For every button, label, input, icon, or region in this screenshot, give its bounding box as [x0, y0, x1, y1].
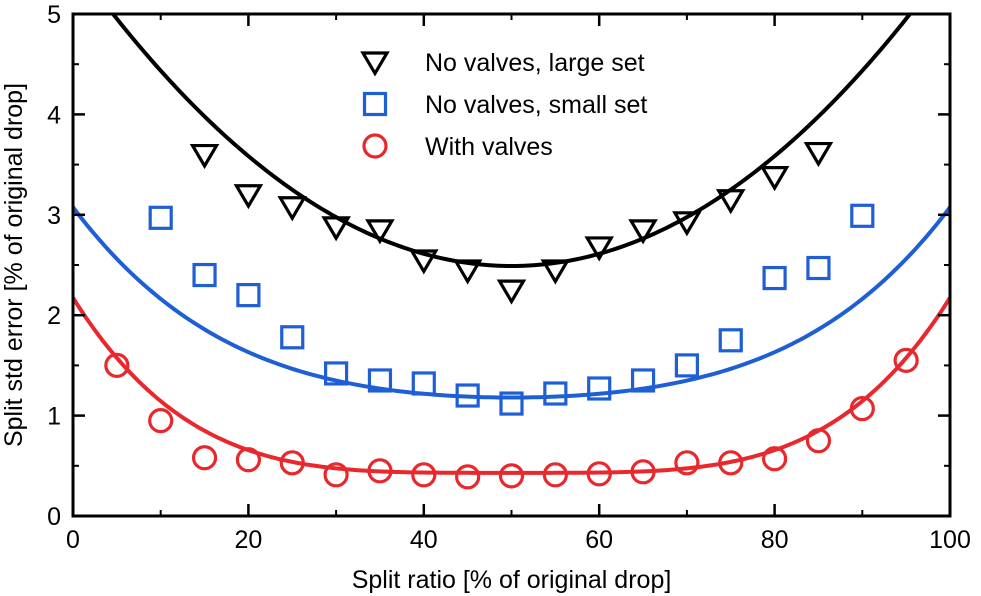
- data-point-series-2: [806, 255, 831, 281]
- data-point-series-3: [279, 450, 305, 476]
- data-point-series-1: [277, 196, 308, 222]
- fit-curve-series-2: [73, 206, 950, 400]
- data-point-series-2: [455, 383, 480, 408]
- data-point-series-3: [498, 463, 525, 489]
- data-point-series-1: [540, 259, 571, 285]
- data-point-series-2: [674, 353, 700, 378]
- data-point-series-1: [409, 249, 439, 275]
- data-point-series-2: [850, 203, 875, 228]
- data-point-series-1: [628, 219, 658, 245]
- legend-label-series-3: With valves: [425, 133, 553, 161]
- data-point-series-2: [587, 376, 612, 401]
- legend-marker-series-1: [360, 51, 390, 77]
- legend-label-series-1: No valves, large set: [425, 49, 645, 77]
- data-point-series-3: [367, 458, 393, 484]
- data-point-series-3: [411, 462, 437, 488]
- data-point-series-3: [148, 408, 174, 434]
- data-markers: [104, 141, 919, 490]
- data-point-series-2: [411, 371, 436, 396]
- data-point-series-2: [192, 262, 217, 288]
- data-point-series-3: [323, 462, 349, 488]
- data-point-series-3: [893, 347, 919, 373]
- legend-marker-series-2: [362, 91, 388, 117]
- data-point-series-1: [803, 141, 834, 168]
- y-tick-label: 1: [47, 403, 61, 431]
- y-tick-label: 5: [47, 1, 61, 29]
- data-point-series-1: [496, 279, 527, 305]
- legend-marker-series-3: [362, 133, 388, 159]
- x-tick-label: 40: [410, 526, 438, 554]
- x-tick-label: 0: [66, 526, 80, 554]
- data-point-series-2: [324, 361, 349, 386]
- data-point-series-1: [233, 184, 264, 210]
- data-point-series-2: [236, 283, 261, 308]
- data-point-series-1: [189, 143, 220, 170]
- y-tick-label: 2: [47, 302, 61, 330]
- y-tick-label: 3: [47, 202, 61, 230]
- data-point-series-1: [759, 166, 790, 192]
- legend: No valves, large set No valves, small set…: [360, 49, 647, 161]
- x-tick-label: 80: [761, 526, 789, 554]
- data-point-series-2: [499, 391, 524, 416]
- data-point-series-2: [367, 368, 393, 393]
- y-tick-label: 0: [47, 503, 61, 531]
- data-point-series-3: [191, 445, 218, 471]
- y-tick-label: 4: [47, 101, 61, 129]
- data-point-series-1: [584, 236, 614, 262]
- legend-label-series-2: No valves, small set: [425, 91, 647, 119]
- data-point-series-3: [586, 461, 612, 487]
- data-point-series-2: [762, 265, 787, 291]
- fit-curve-series-1: [110, 14, 913, 269]
- data-point-series-3: [630, 459, 656, 485]
- x-tick-label: 60: [585, 526, 613, 554]
- data-point-series-3: [718, 450, 744, 476]
- x-tick-label: 20: [234, 526, 262, 554]
- x-tick-label: 100: [929, 526, 971, 554]
- data-point-series-2: [543, 381, 568, 406]
- data-point-series-2: [630, 368, 656, 393]
- data-point-series-3: [235, 447, 261, 473]
- data-point-series-2: [148, 205, 173, 230]
- data-point-series-1: [321, 216, 351, 242]
- x-axis-label: Split ratio [% of original drop]: [352, 566, 672, 594]
- fit-curve-series-3: [73, 296, 950, 475]
- data-point-series-3: [805, 428, 832, 454]
- data-point-series-1: [715, 189, 746, 215]
- data-point-series-2: [280, 325, 305, 350]
- data-point-series-3: [761, 446, 788, 472]
- data-point-series-3: [849, 395, 875, 422]
- data-point-series-1: [672, 211, 702, 237]
- data-point-series-1: [365, 219, 395, 245]
- data-point-series-3: [542, 462, 568, 488]
- axis-ticks: 0 20 40 60 80 100 0 1 2 3 4 5: [47, 1, 971, 554]
- data-point-series-3: [455, 464, 481, 490]
- data-point-series-2: [718, 328, 743, 353]
- data-point-series-3: [674, 450, 700, 476]
- fit-curves: [73, 14, 950, 475]
- y-axis-label: Split std error [% of original drop]: [0, 83, 28, 447]
- data-point-series-1: [452, 259, 483, 285]
- data-point-series-3: [104, 352, 130, 378]
